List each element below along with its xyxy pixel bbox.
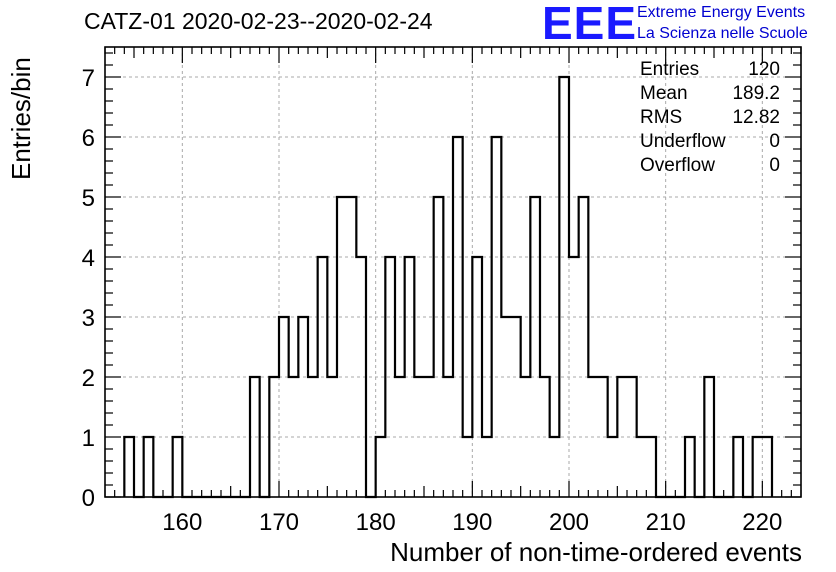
logo-line-1: Extreme Energy Events	[637, 4, 806, 21]
x-tick-label: 200	[549, 509, 589, 536]
stats-row-mean: Mean 189.2	[640, 82, 780, 106]
eee-logo: EEE	[542, 0, 638, 49]
x-axis-label: Number of non-time-ordered events	[390, 537, 802, 567]
y-tick-label: 7	[82, 65, 95, 92]
stats-label: Entries	[640, 59, 700, 80]
y-tick-label: 3	[82, 305, 95, 332]
x-tick-label: 220	[742, 509, 782, 536]
y-tick-labels: 0 1 2 3 4 5 6 7	[82, 65, 95, 512]
stats-row-overflow: Overflow 0	[640, 154, 780, 178]
stats-label: Overflow	[640, 155, 715, 176]
stats-value: 189.2	[732, 83, 780, 104]
x-tick-label: 160	[162, 509, 202, 536]
stats-value: 12.82	[732, 107, 780, 128]
stats-row-underflow: Underflow 0	[640, 130, 780, 154]
x-tick-label: 180	[356, 509, 396, 536]
y-tick-label: 0	[82, 485, 95, 512]
y-tick-label: 5	[82, 185, 95, 212]
stats-label: Mean	[640, 83, 688, 104]
stats-label: Underflow	[640, 131, 726, 152]
stats-label: RMS	[640, 107, 683, 128]
stats-row-rms: RMS 12.82	[640, 106, 780, 130]
x-tick-labels: 160 170 180 190 200 210 220	[162, 509, 782, 536]
x-tick-label: 210	[646, 509, 686, 536]
y-tick-label: 6	[82, 125, 95, 152]
stats-row-entries: Entries 120	[640, 58, 780, 82]
x-tick-label: 190	[452, 509, 492, 536]
y-tick-label: 1	[82, 425, 95, 452]
y-tick-label: 2	[82, 365, 95, 392]
logo-line-2: La Scienza nelle Scuole	[637, 25, 808, 42]
y-axis-label: Entries/bin	[6, 57, 36, 180]
stats-box: Entries 120 Mean 189.2 RMS 12.82 Underflow 0…	[640, 58, 780, 178]
stats-value: 120	[748, 59, 780, 80]
stats-value: 0	[769, 131, 780, 152]
stats-value: 0	[769, 155, 780, 176]
y-tick-label: 4	[82, 245, 95, 272]
chart-title: CATZ-01 2020-02-23--2020-02-24	[84, 8, 433, 34]
plot-frame	[104, 46, 802, 498]
x-tick-label: 170	[259, 509, 299, 536]
